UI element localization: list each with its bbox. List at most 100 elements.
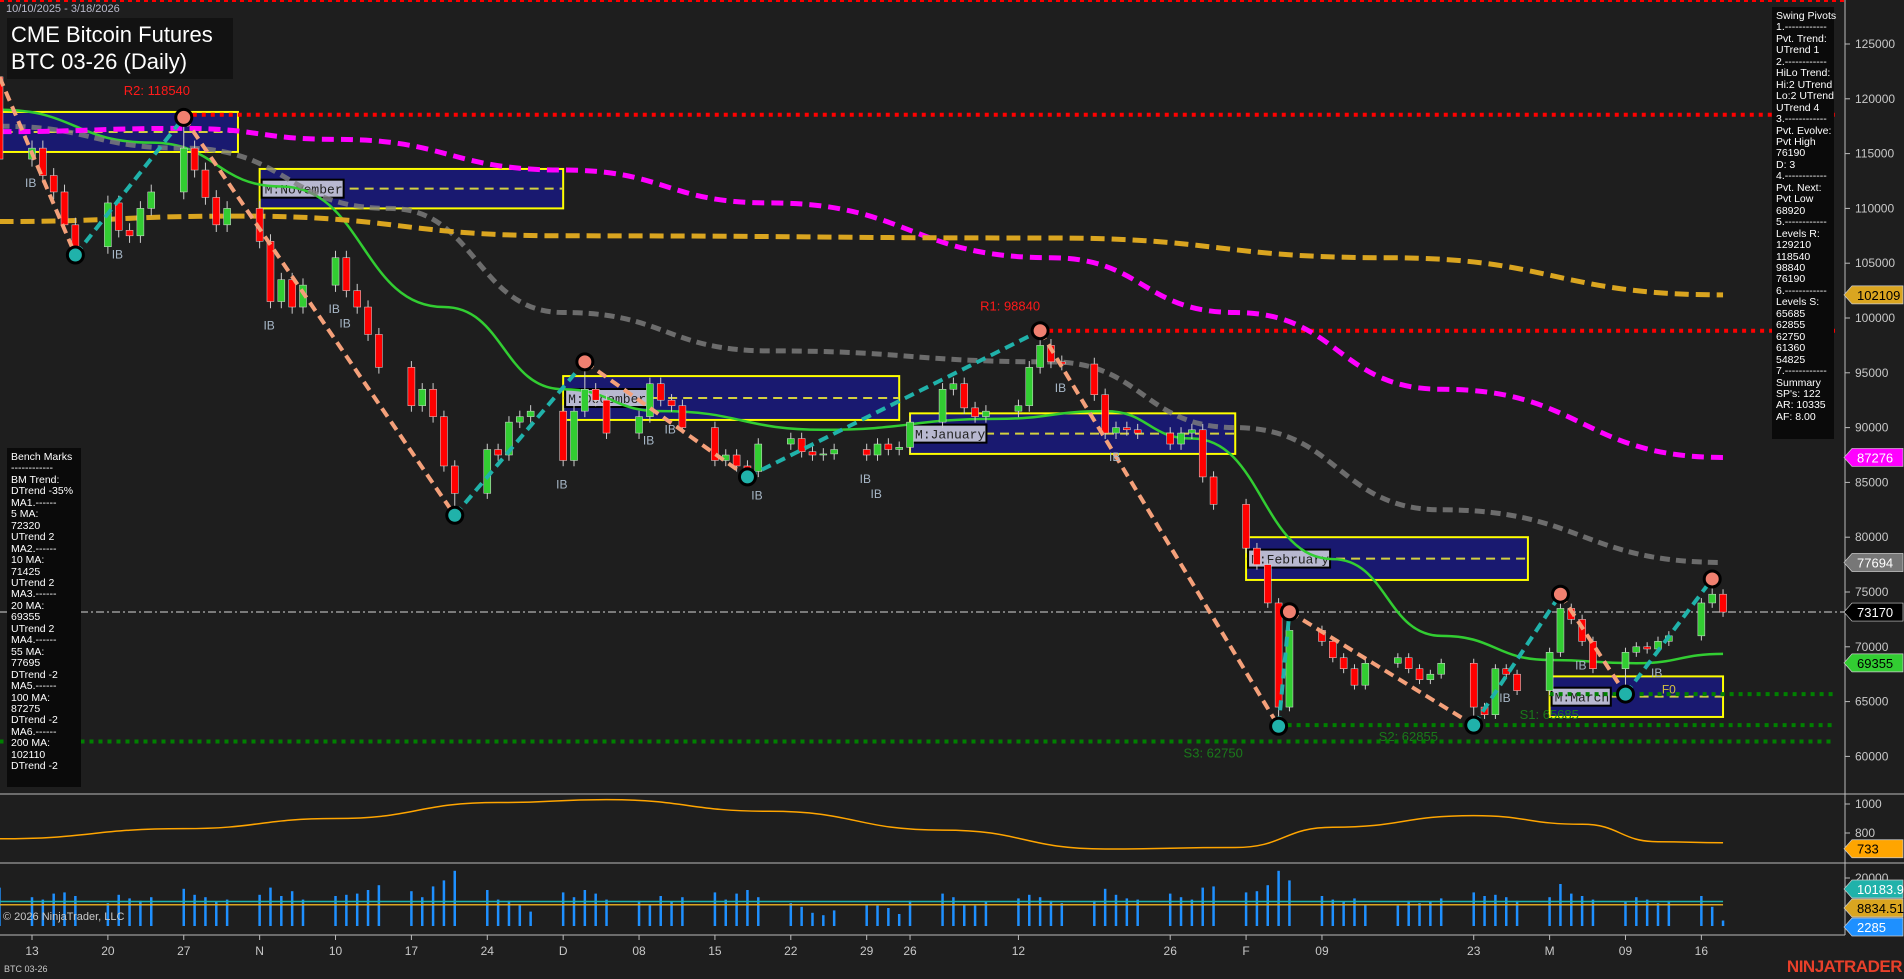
- price-axis-label: 87276: [1843, 448, 1904, 467]
- axis-label-text: 733: [1857, 842, 1879, 857]
- panel-line: 77695: [11, 657, 41, 670]
- panel-line: MA1.------: [11, 496, 57, 509]
- moving-average-200-ma: [0, 213, 1724, 298]
- candle-body: [201, 169, 210, 198]
- copyright: © 2026 NinjaTrader, LLC: [3, 911, 125, 923]
- axis-label-bg: [1843, 917, 1904, 937]
- candle-body: [331, 257, 340, 286]
- candle-body: [591, 388, 600, 401]
- candle: [1643, 642, 1651, 654]
- swing-up-leg: [1276, 611, 1292, 727]
- candle: [125, 223, 134, 243]
- panel-line: UTrend 4: [1776, 101, 1820, 114]
- candle-body: [1469, 662, 1478, 708]
- panel-line: 54825: [1776, 353, 1806, 366]
- date-range: 10/10/2025 - 3/18/2026: [6, 3, 120, 15]
- panel-line: 68920: [1776, 204, 1806, 217]
- candle-body: [418, 388, 426, 406]
- candle: [1426, 669, 1435, 685]
- panel-line: Pvt High: [1776, 135, 1816, 148]
- candle-body: [375, 334, 383, 368]
- candle: [656, 377, 665, 407]
- swing-down-leg: [1558, 593, 1628, 696]
- panel-line: UTrend 2: [11, 576, 55, 589]
- panel-line: Pvt. Next:: [1776, 181, 1822, 194]
- candle: [136, 201, 145, 243]
- panel-line: ------------: [11, 462, 53, 475]
- bar-annotation: IB: [1651, 666, 1662, 680]
- panel-line: 65685: [1776, 307, 1806, 320]
- axis-label-text: 8834.51: [1857, 901, 1904, 916]
- candle-body: [1264, 564, 1272, 604]
- candle: [1166, 427, 1174, 450]
- panel-line: Pvt. Evolve:: [1776, 124, 1832, 137]
- axis-label-text: 77694: [1857, 555, 1893, 570]
- candle-body: [1339, 657, 1348, 669]
- candle-body: [830, 449, 838, 455]
- candle: [1404, 653, 1413, 674]
- candle: [884, 438, 893, 456]
- month-label-text: M:February: [1251, 553, 1329, 568]
- axis-label-text: 69355: [1857, 656, 1893, 671]
- panel-line: Pvt. Trend:: [1776, 32, 1827, 45]
- panel-line: Pvt Low: [1776, 193, 1814, 206]
- panel-line: 102110: [11, 748, 46, 761]
- x-tick-label: F: [1242, 944, 1249, 958]
- panel-line: 62855: [1776, 319, 1806, 332]
- candle: [602, 394, 611, 439]
- swing-down-leg: [1038, 329, 1281, 728]
- level-label: S1: 65685: [1520, 707, 1579, 722]
- level-label: S3: 62750: [1184, 745, 1243, 760]
- swing-up-leg: [746, 328, 1042, 479]
- bench-marks-panel: Bench Marks ------------ BM Trend: DTrend -…: [7, 448, 81, 787]
- oscillator-line: [0, 798, 1724, 850]
- candle: [971, 401, 979, 423]
- candle: [364, 300, 372, 341]
- candle: [331, 250, 340, 292]
- swing-down-leg: [182, 116, 457, 517]
- swing-high-marker: [1030, 321, 1050, 341]
- panel-line: Bench Marks: [11, 451, 73, 463]
- panel-line: 5.------------: [1776, 216, 1827, 229]
- level-label: R1: 98840: [980, 299, 1040, 314]
- candle-body: [1209, 476, 1218, 505]
- panel-line: Hi:2 UTrend: [1776, 78, 1833, 91]
- panel-line: 100 MA:: [11, 691, 51, 704]
- bar-annotation: IB: [871, 487, 882, 501]
- candle-body: [581, 388, 589, 412]
- candle-body: [1578, 619, 1586, 642]
- x-tick-label: 10: [329, 944, 343, 958]
- swing-up-leg: [1623, 577, 1714, 696]
- bar-annotation: IB: [1499, 691, 1510, 705]
- candle-body: [1133, 429, 1142, 434]
- candle-body: [104, 202, 112, 248]
- candle: [1209, 471, 1218, 510]
- swing-up-leg: [1472, 593, 1563, 727]
- candle-body: [494, 449, 502, 456]
- candle-body: [960, 383, 968, 409]
- swing-high-marker: [1550, 584, 1570, 604]
- candle-body: [407, 367, 416, 406]
- bar-annotation: IB: [556, 477, 567, 491]
- candle-body: [277, 279, 286, 302]
- bar-annotation: IB: [751, 488, 762, 502]
- volume-axis-label: 2285: [1843, 917, 1904, 937]
- candle-body: [516, 416, 524, 423]
- panel-line: SP's: 122: [1776, 387, 1821, 400]
- x-tick-label: 26: [903, 944, 917, 958]
- swing-low-marker: [1615, 684, 1635, 704]
- candle-body: [906, 421, 914, 448]
- y-tick-label: 115000: [1855, 147, 1894, 161]
- axis-label-text: 73170: [1857, 605, 1893, 620]
- swing-low-marker: [445, 505, 465, 525]
- candle: [830, 443, 838, 460]
- y-tick-label: 75000: [1855, 585, 1889, 599]
- axis-label-bg: [1843, 285, 1904, 305]
- x-tick-label: 26: [1164, 944, 1178, 958]
- candle-body: [656, 383, 665, 401]
- candle: [104, 195, 112, 254]
- candle: [407, 361, 416, 412]
- oscillator-axis-label: 733: [1843, 839, 1904, 859]
- candle-body: [440, 416, 448, 467]
